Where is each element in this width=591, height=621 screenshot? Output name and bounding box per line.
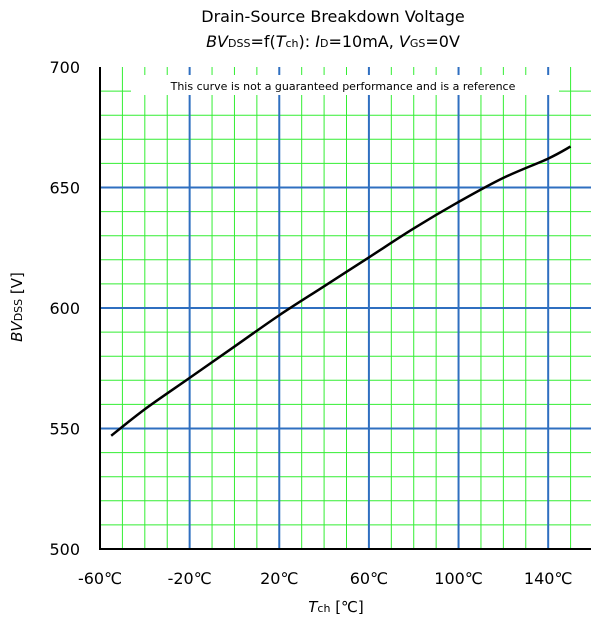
subtitle-part: D [320,37,328,50]
subtitle-part: DSS [228,37,250,50]
annotation-note: This curve is not a guaranteed performan… [170,80,516,93]
x-axis-label-unit: [℃] [330,598,363,616]
y-tick-label: 600 [49,299,80,318]
tick-labels: -60℃ -20℃ 20℃ 60℃ 100℃ 140℃ 500 550 600 650 700 [49,58,572,588]
y-axis-label: BVDSS [V] [8,272,26,342]
y-tick-label: 650 [49,179,80,198]
series-line [110,145,572,437]
y-axis-label-unit: [V] [8,272,26,299]
x-tick-label: -20℃ [168,569,212,588]
y-axis-label-sub: DSS [12,299,25,321]
subtitle-part: =f( [250,32,275,51]
x-tick-label: 60℃ [350,569,388,588]
annotation-background [131,75,559,95]
subtitle-part: I [315,32,320,51]
y-tick-label: 550 [49,420,80,439]
chart-title: Drain-Source Breakdown Voltage [201,7,465,26]
y-tick-label: 700 [49,58,80,77]
x-axis-label-sub: ch [317,602,330,615]
x-tick-label: 140℃ [524,569,573,588]
subtitle-part: =0V [425,32,460,51]
x-tick-label: 100℃ [434,569,483,588]
y-tick-label: 500 [49,540,80,559]
axes-frame [99,67,591,550]
subtitle-part: =10mA, [328,32,398,51]
chart-subtitle: BVDSS=f(Tch): ID=10mA, VGS=0V [206,32,460,51]
major-grid [100,67,591,549]
y-axis-label-main: BV [8,320,26,342]
x-axis-label: Tch [℃] [308,598,364,616]
curve-layer [110,145,572,437]
subtitle-part: ): [299,32,316,51]
subtitle-part: ch [286,37,299,50]
x-tick-label: -60℃ [78,569,122,588]
x-tick-label: 20℃ [260,569,298,588]
subtitle-part: BV [206,32,229,51]
subtitle-part: T [276,32,287,51]
x-axis-label-main: T [308,598,319,616]
subtitle-part: GS [410,37,426,50]
subtitle-part: V [399,32,411,51]
